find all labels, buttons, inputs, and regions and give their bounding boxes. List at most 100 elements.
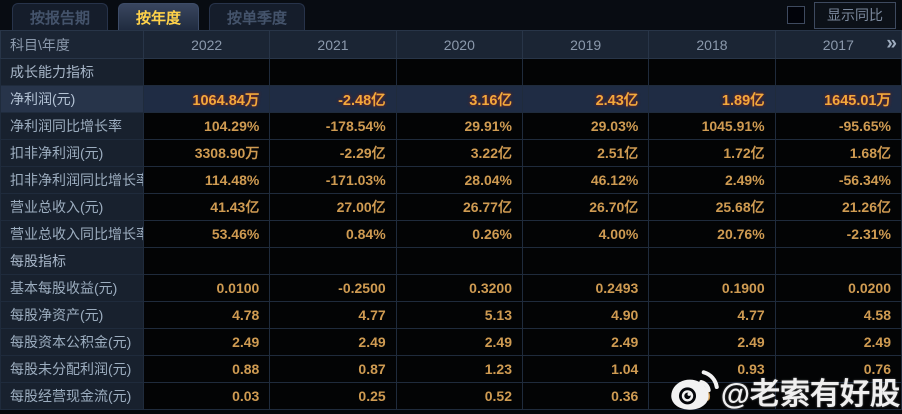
cell-value: 1645.01万 xyxy=(774,85,902,113)
cell-value: 28.04% xyxy=(395,166,523,194)
table-header-row: 科目\年度 2022 2021 2020 2019 2018 2017 » xyxy=(0,30,902,59)
row-label: 每股未分配利润(元) xyxy=(0,355,144,383)
empty-cell xyxy=(521,247,650,275)
tab-by-report-period[interactable]: 按报告期 xyxy=(12,3,109,30)
cell-value: 4.00% xyxy=(521,220,650,248)
table-row-basic-eps[interactable]: 基本每股收益(元) 0.0100 -0.2500 0.3200 0.2493 0… xyxy=(0,274,902,302)
empty-cell xyxy=(648,58,776,86)
section-label: 每股指标 xyxy=(0,247,144,275)
cell-value: 0.0200 xyxy=(774,274,902,302)
table-row-net-profit[interactable]: 净利润(元) 1064.84万 -2.48亿 3.16亿 2.43亿 1.89亿… xyxy=(0,85,902,113)
show-yoy-checkbox[interactable] xyxy=(787,6,805,24)
cell-value: 0.26% xyxy=(395,220,523,248)
cell-value: 2.49 xyxy=(521,328,650,356)
cell-value: 2.51亿 xyxy=(521,139,650,167)
empty-cell xyxy=(648,247,776,275)
cell-value: 0.36 xyxy=(521,382,650,410)
table-row-capital-reserve-per-share[interactable]: 每股资本公积金(元) 2.49 2.49 2.49 2.49 2.49 2.49 xyxy=(0,328,902,356)
cell-value: 0.84% xyxy=(269,220,397,248)
cell-value: 41.43亿 xyxy=(142,193,271,221)
table-row-operating-cashflow-per-share[interactable]: 每股经营现金流(元) 0.03 0.25 0.52 0.36 0 xyxy=(0,382,902,410)
more-years-icon[interactable]: » xyxy=(886,32,897,54)
cell-value: 0.52 xyxy=(395,382,523,410)
cell-value: 1.72亿 xyxy=(648,139,776,167)
col-header-2018: 2018 xyxy=(648,30,776,59)
cell-value: -56.34% xyxy=(774,166,902,194)
section-row-growth: 成长能力指标 xyxy=(0,58,902,86)
empty-cell xyxy=(269,58,397,86)
cell-value: 104.29% xyxy=(142,112,271,140)
cell-value: 3.22亿 xyxy=(395,139,523,167)
cell-value: 0.93 xyxy=(648,355,776,383)
year-label: 2020 xyxy=(443,36,475,53)
cell-value: 4.78 xyxy=(142,301,271,329)
cell-value: 27.00亿 xyxy=(269,193,397,221)
cell-value: 26.77亿 xyxy=(395,193,523,221)
cell-value: 0.0100 xyxy=(142,274,271,302)
col-header-2019: 2019 xyxy=(521,30,650,59)
cell-value: 114.48% xyxy=(142,166,271,194)
table-row-undistributed-profit-per-share[interactable]: 每股未分配利润(元) 0.88 0.87 1.23 1.04 0.93 0.76 xyxy=(0,355,902,383)
table-row-total-revenue[interactable]: 营业总收入(元) 41.43亿 27.00亿 26.77亿 26.70亿 25.… xyxy=(0,193,902,221)
cell-value: 3308.90万 xyxy=(142,139,271,167)
cell-value: 0.2493 xyxy=(521,274,650,302)
section-label: 成长能力指标 xyxy=(0,58,144,86)
cell-value: 0.1900 xyxy=(648,274,776,302)
cell-value: 0.76 xyxy=(774,355,902,383)
table-row-deducted-net-profit[interactable]: 扣非净利润(元) 3308.90万 -2.29亿 3.22亿 2.51亿 1.7… xyxy=(0,139,902,167)
cell-value: 4.77 xyxy=(648,301,776,329)
cell-value: 2.43亿 xyxy=(521,85,650,113)
tabbar-spacer xyxy=(315,3,777,30)
cell-value: 5.13 xyxy=(395,301,523,329)
cell-value: 1.89亿 xyxy=(648,85,776,113)
empty-cell xyxy=(395,58,523,86)
section-row-per-share: 每股指标 xyxy=(0,247,902,275)
cell-value: 2.49 xyxy=(269,328,397,356)
show-yoy-label[interactable]: 显示同比 xyxy=(814,1,896,29)
year-label: 2019 xyxy=(570,36,602,53)
empty-cell xyxy=(774,58,902,86)
cell-value: 1045.91% xyxy=(648,112,776,140)
cell-value: 2.49 xyxy=(142,328,271,356)
row-label: 净利润同比增长率 xyxy=(0,112,144,140)
cell-value: 21.26亿 xyxy=(774,193,902,221)
row-label: 营业总收入(元) xyxy=(0,193,144,221)
row-label: 每股经营现金流(元) xyxy=(0,382,144,410)
year-label: 2018 xyxy=(696,36,728,53)
table-row-net-assets-per-share[interactable]: 每股净资产(元) 4.78 4.77 5.13 4.90 4.77 4.58 xyxy=(0,301,902,329)
cell-value: 0.25 xyxy=(269,382,397,410)
empty-cell xyxy=(142,247,271,275)
table-row-total-revenue-yoy[interactable]: 营业总收入同比增长率 53.46% 0.84% 0.26% 4.00% 20.7… xyxy=(0,220,902,248)
table-row-deducted-net-profit-yoy[interactable]: 扣非净利润同比增长率 114.48% -171.03% 28.04% 46.12… xyxy=(0,166,902,194)
empty-cell xyxy=(521,58,650,86)
cell-value: 1.68亿 xyxy=(774,139,902,167)
cell-value: 4.77 xyxy=(269,301,397,329)
cell-value: 4.58 xyxy=(774,301,902,329)
cell-value: 20.76% xyxy=(648,220,776,248)
financial-indicators-table: 科目\年度 2022 2021 2020 2019 2018 2017 » 成长… xyxy=(0,30,902,410)
year-label: 2021 xyxy=(317,36,349,53)
cell-value: 2.49 xyxy=(648,328,776,356)
cell-value: 25.68亿 xyxy=(648,193,776,221)
cell-value: 26.70亿 xyxy=(521,193,650,221)
cell-value: 29.91% xyxy=(395,112,523,140)
corner-header: 科目\年度 xyxy=(0,30,144,59)
year-label: 2022 xyxy=(191,36,223,53)
cell-value: 53.46% xyxy=(142,220,271,248)
row-label: 净利润(元) xyxy=(0,85,144,113)
row-label: 营业总收入同比增长率 xyxy=(0,220,144,248)
cell-value: 0.87 xyxy=(269,355,397,383)
cell-value: -2.48亿 xyxy=(269,85,397,113)
tab-by-year[interactable]: 按年度 xyxy=(118,3,200,30)
table-row-net-profit-yoy[interactable]: 净利润同比增长率 104.29% -178.54% 29.91% 29.03% … xyxy=(0,112,902,140)
row-label: 基本每股收益(元) xyxy=(0,274,144,302)
cell-value: 4.90 xyxy=(521,301,650,329)
tab-by-quarter[interactable]: 按单季度 xyxy=(209,3,306,30)
yoy-controls: 显示同比 xyxy=(787,1,896,30)
cell-value: -2.31% xyxy=(774,220,902,248)
cell-value: 29.03% xyxy=(521,112,650,140)
year-label: 2017 xyxy=(822,36,854,53)
cell-value: 0.3200 xyxy=(395,274,523,302)
cell-value: 3.16亿 xyxy=(395,85,523,113)
cell-value: 1064.84万 xyxy=(142,85,271,113)
